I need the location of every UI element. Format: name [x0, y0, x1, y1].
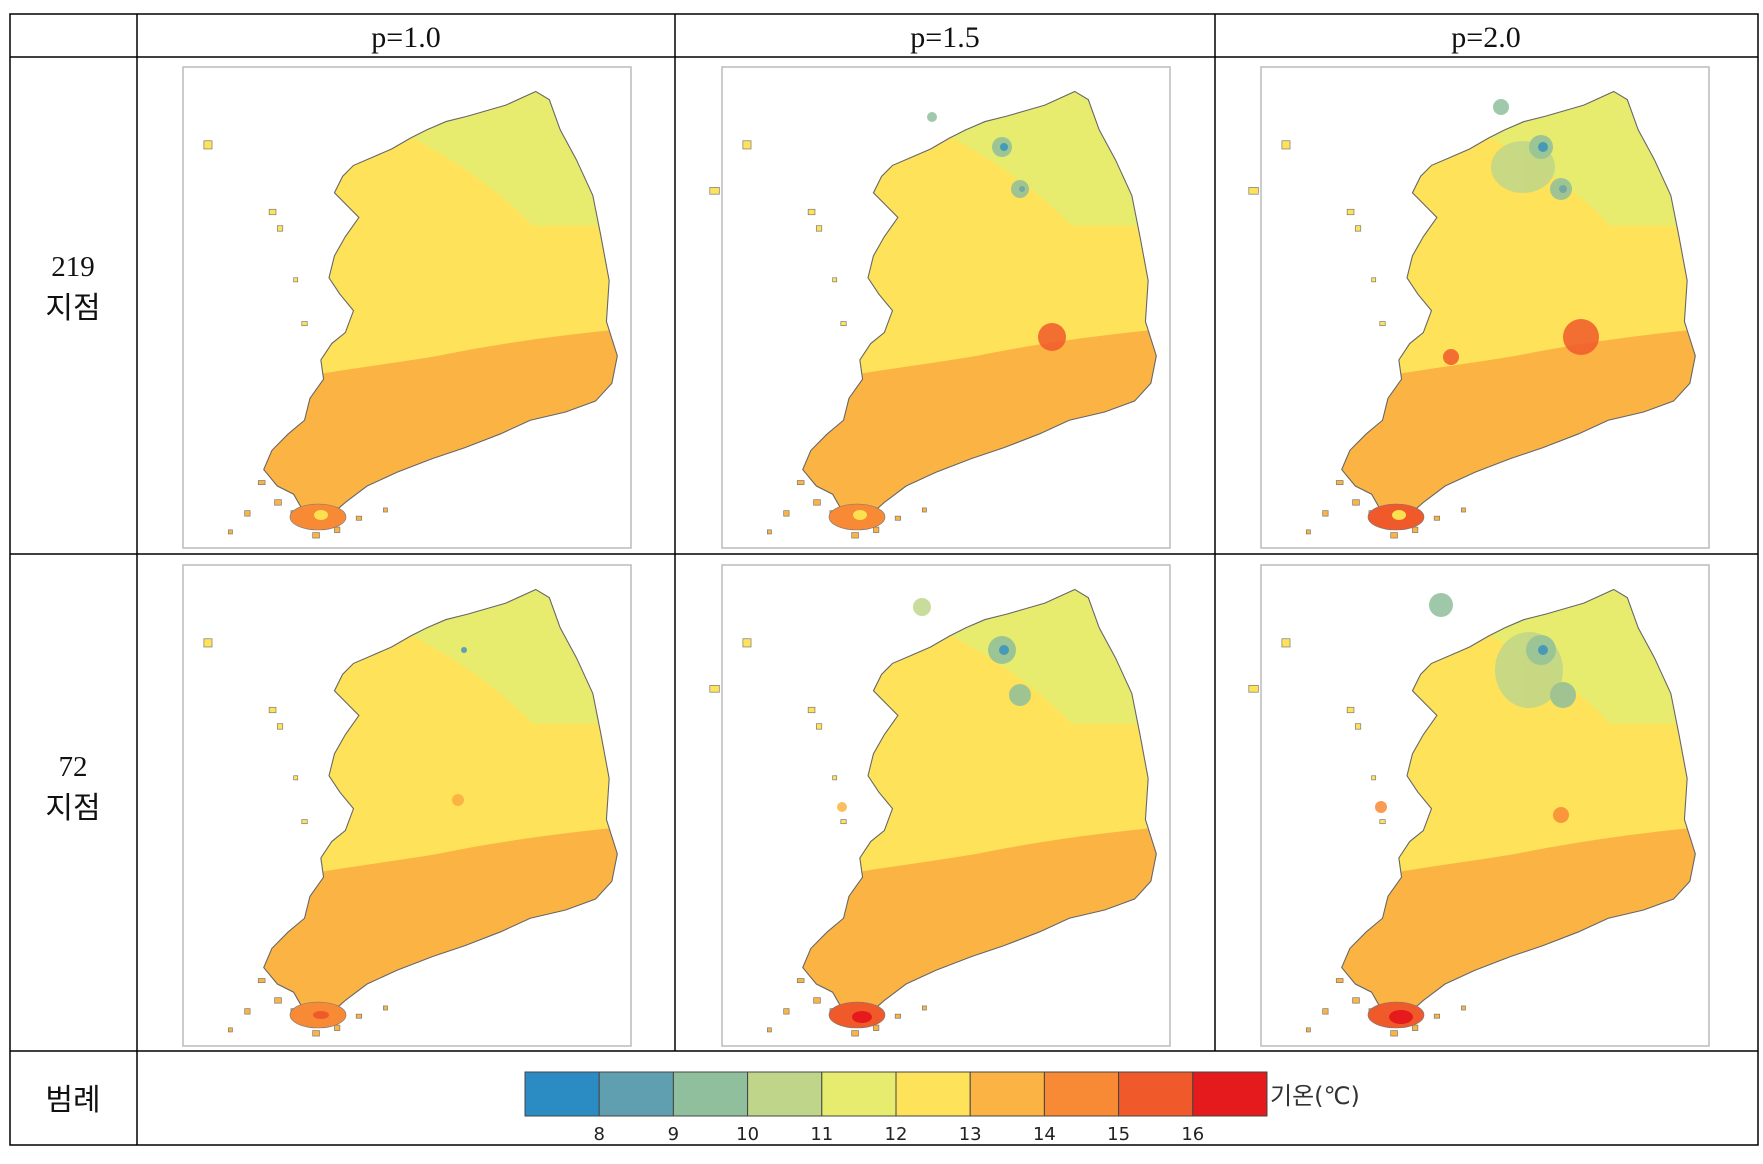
legend-cell-9 [1192, 1071, 1268, 1117]
legend-cell-0 [524, 1071, 600, 1117]
map-72-p2 [1260, 564, 1763, 1047]
legend-cell-4 [821, 1071, 897, 1117]
map-219-p2 [1260, 66, 1763, 549]
legend-cell-8 [1118, 1071, 1194, 1117]
map-72-p1-5 [721, 564, 1258, 1047]
map-72-p1 [182, 564, 719, 1047]
legend-tick-label: 15 [1107, 1124, 1130, 1145]
legend-tick-label: 9 [668, 1124, 679, 1145]
legend-tick-label: 11 [810, 1124, 833, 1145]
legend-cell-1 [598, 1071, 674, 1117]
row-label-72-unit: 지점 [45, 791, 100, 826]
legend-tick-label: 13 [959, 1124, 982, 1145]
table-gridlines [9, 13, 1759, 1146]
column-header-p1: p=1.0 [371, 21, 440, 54]
column-header-p1-5: p=1.5 [910, 21, 979, 54]
column-header-p2: p=2.0 [1451, 21, 1520, 54]
map-219-p1 [182, 66, 719, 549]
legend-tick-label: 12 [885, 1124, 908, 1145]
legend-cell-7 [1043, 1071, 1120, 1117]
legend-cell-5 [895, 1071, 971, 1117]
legend-ticks: 8 9 10 11 12 13 14 15 16 [593, 1124, 1204, 1145]
legend-tick-label: 16 [1181, 1124, 1204, 1145]
legend-cell-6 [969, 1071, 1045, 1117]
legend-unit-label: 기온(℃) [1270, 1082, 1360, 1110]
row-label-219-number: 219 [51, 251, 95, 283]
row-label-72-number: 72 [59, 751, 88, 783]
legend-cell-3 [747, 1071, 823, 1117]
legend-tick-label: 8 [593, 1124, 604, 1145]
map-219-p1-5 [721, 66, 1258, 549]
legend-colorbar [524, 1071, 1268, 1117]
legend-row-label: 범례 [45, 1083, 100, 1118]
legend-tick-label: 14 [1033, 1124, 1056, 1145]
legend-tick-label: 10 [736, 1124, 759, 1145]
legend-cell-2 [672, 1071, 749, 1117]
row-label-219-unit: 지점 [45, 291, 100, 326]
